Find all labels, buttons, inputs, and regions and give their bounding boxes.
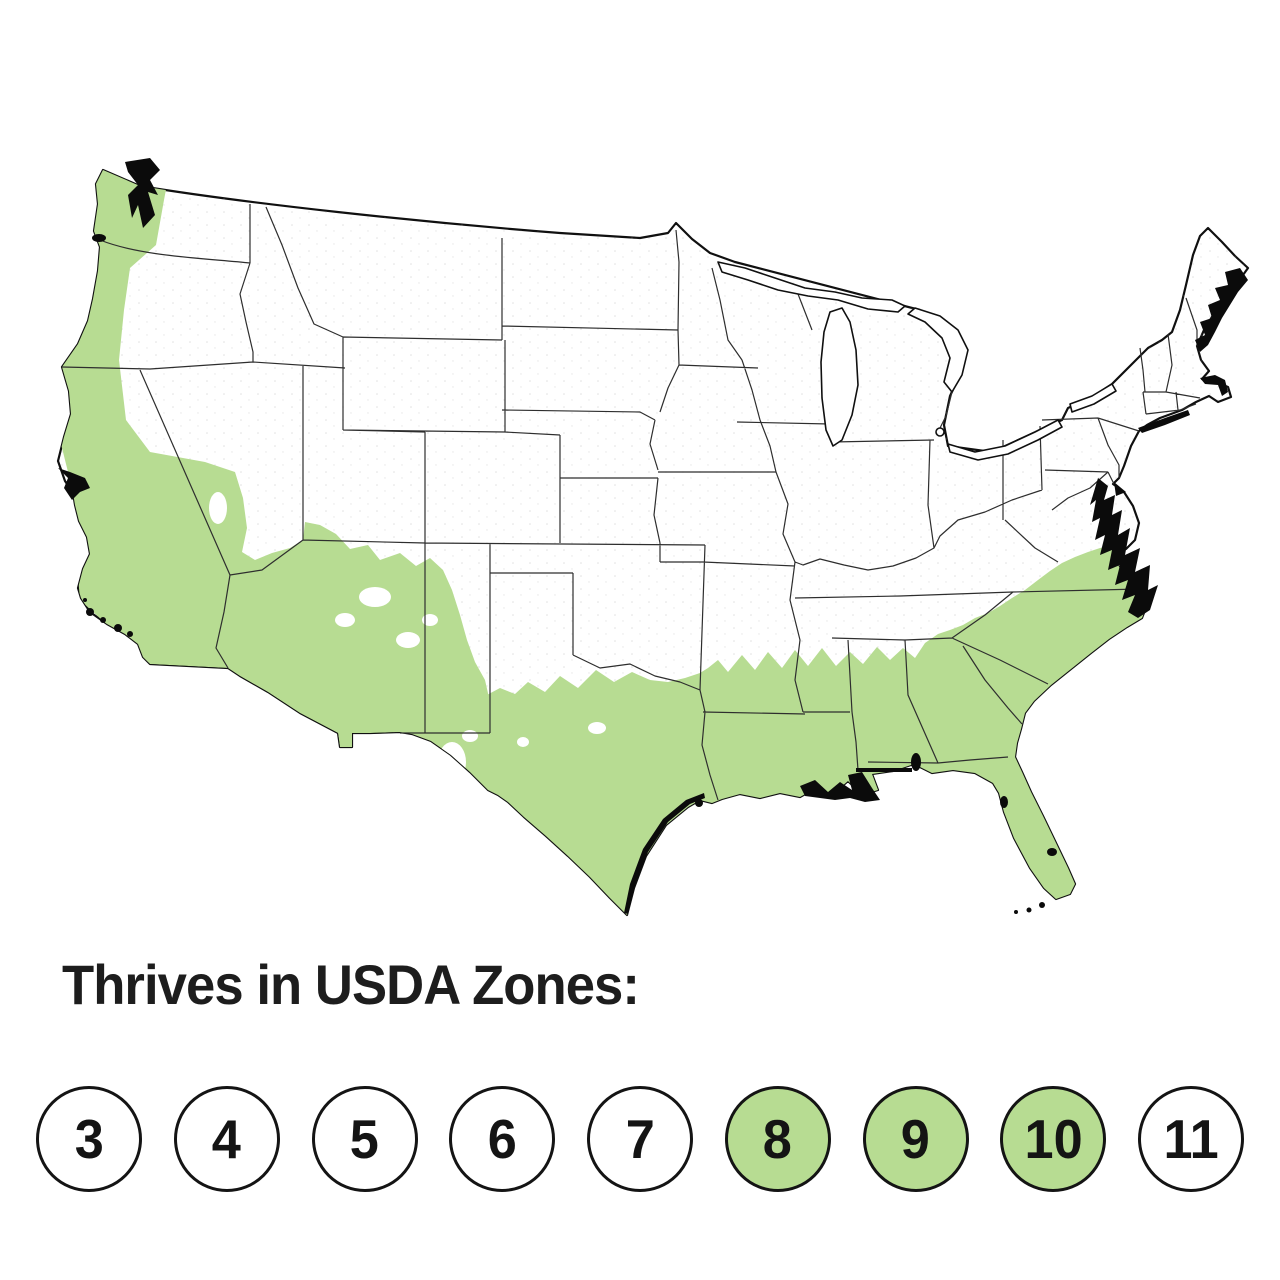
zone-badge-label: 3 <box>74 1108 104 1170</box>
zone-badge-label: 8 <box>763 1108 793 1170</box>
maine-coast <box>1195 268 1248 352</box>
san-francisco-bay <box>58 468 90 500</box>
cape-cod <box>1200 375 1228 396</box>
zone-badge-label: 10 <box>1024 1108 1083 1170</box>
lake-okeechobee <box>1047 848 1057 856</box>
zone-badge-4: 4 <box>173 1086 280 1192</box>
lake-superior <box>717 261 906 313</box>
zone-badge-11: 11 <box>1138 1086 1244 1192</box>
us-map-svg <box>56 158 1250 917</box>
lake-michigan <box>820 307 859 447</box>
zone-badge-label: 9 <box>900 1108 931 1170</box>
mississippi-delta <box>800 772 880 802</box>
lake-erie <box>947 419 1063 461</box>
water-features <box>58 158 1248 914</box>
galveston-bay <box>695 799 703 807</box>
zone-badge-label: 6 <box>487 1108 517 1170</box>
lake-ontario <box>1069 383 1117 413</box>
zone-badge-3: 3 <box>36 1086 142 1192</box>
zone-badge-6: 6 <box>449 1086 556 1192</box>
lake-huron <box>907 307 969 393</box>
great-lakes <box>717 261 1117 461</box>
zone-badge-10: 10 <box>1000 1086 1107 1192</box>
zone-badge-5: 5 <box>311 1086 418 1192</box>
state-borders <box>61 204 1201 801</box>
delaware-bay <box>1114 482 1126 496</box>
florida-keys <box>1039 902 1045 908</box>
lake-st-clair <box>935 427 945 437</box>
zone-badge-label: 4 <box>212 1108 242 1170</box>
columbia-mouth <box>92 234 106 242</box>
long-island <box>1138 410 1190 433</box>
mobile-bay <box>911 753 921 771</box>
zone-badge-8: 8 <box>724 1086 831 1192</box>
zone-row: 3 4 5 6 7 8 9 10 11 <box>0 1086 1280 1192</box>
zone-badge-label: 11 <box>1163 1108 1219 1170</box>
mississippi-sound <box>856 768 912 772</box>
zone-badge-label: 5 <box>349 1108 380 1170</box>
us-zones-map <box>56 158 1250 917</box>
zone-badge-7: 7 <box>587 1086 693 1192</box>
legend-title: Thrives in USDA Zones: <box>62 953 640 1016</box>
puget-sound <box>125 158 160 228</box>
channel-island <box>86 608 94 616</box>
zone-badge-9: 9 <box>862 1086 969 1192</box>
zone-badge-label: 7 <box>625 1108 655 1170</box>
chesapeake-outer-banks <box>1090 478 1158 618</box>
tampa-bay <box>1000 796 1008 808</box>
